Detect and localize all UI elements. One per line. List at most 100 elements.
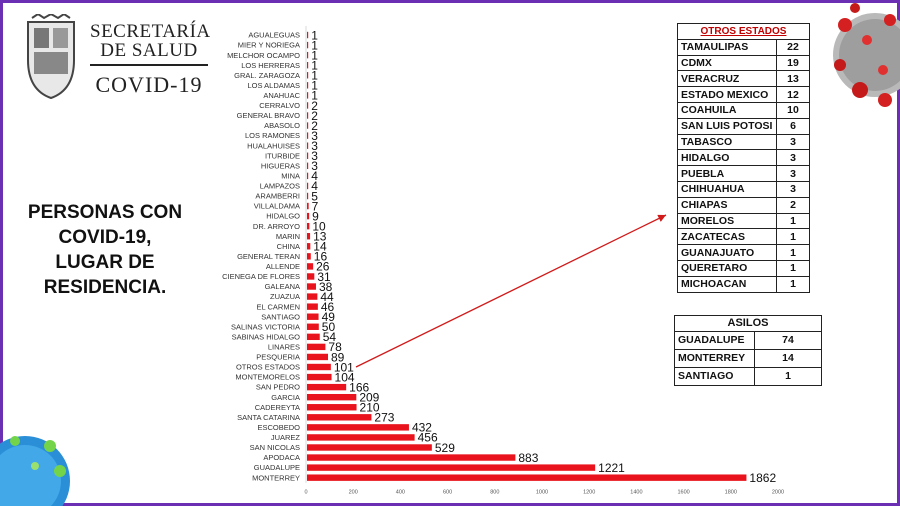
category-label: SABINAS HIDALGO: [232, 332, 301, 341]
header-divider: [90, 64, 208, 66]
x-tick-label: 1000: [536, 490, 548, 496]
bar: [307, 293, 318, 300]
otros-estados-row: TAMAULIPAS 22: [677, 38, 810, 56]
org-name: SECRETARÍA DE SALUD: [90, 21, 211, 60]
state-count: 1: [776, 228, 810, 246]
value-label: 273: [374, 411, 394, 425]
bar: [307, 243, 311, 250]
otros-estados-row: CHIAPAS 2: [677, 196, 810, 214]
state-name: GUANAJUATO: [677, 244, 777, 261]
category-label: LAMPAZOS: [260, 182, 300, 191]
bar: [307, 323, 319, 330]
asilo-count: 14: [754, 348, 822, 368]
category-label: VILLALDAMA: [254, 202, 300, 211]
asilos-row: GUADALUPE 74: [674, 330, 822, 350]
category-label: SAN PEDRO: [256, 383, 300, 392]
otros-estados-row: VERACRUZ 13: [677, 70, 810, 88]
value-label: 3: [311, 149, 318, 163]
virus-illustration-bottom-left: [0, 436, 70, 506]
value-label: 432: [412, 421, 432, 435]
category-label: LOS ALDAMAS: [247, 81, 300, 90]
state-count: 19: [776, 54, 810, 72]
state-name: TABASCO: [677, 133, 777, 151]
bar: [307, 363, 331, 371]
asilo-place: MONTERREY: [674, 348, 755, 368]
bar: [307, 424, 409, 431]
value-label: 1221: [598, 461, 625, 475]
asilos-row: SANTIAGO 1: [674, 366, 822, 386]
bar: [307, 132, 309, 139]
value-label: 44: [320, 290, 334, 304]
category-label: ALLENDE: [266, 262, 300, 271]
value-label: 89: [331, 350, 345, 364]
state-name: CHIAPAS: [677, 196, 777, 214]
otros-estados-row: MICHOACAN 1: [677, 275, 810, 293]
category-label: ZUAZUA: [270, 292, 300, 301]
otros-estados-table: OTROS ESTADOS TAMAULIPAS 22 CDMX 19 VERACRUZ…: [677, 23, 810, 293]
asilos-title: ASILOS: [674, 315, 822, 332]
state-name: VERACRUZ: [677, 70, 777, 88]
category-label: GARCIA: [271, 393, 300, 402]
bar: [307, 62, 309, 69]
x-tick-label: 200: [349, 490, 358, 496]
state-count: 10: [776, 101, 810, 119]
bar: [307, 474, 747, 481]
secretaria-de-salud-logo: SECRETARÍA DE SALUD COVID-19: [22, 14, 232, 104]
value-label: 2: [311, 119, 318, 133]
value-label: 1: [311, 48, 318, 62]
slide-headline: PERSONAS CON COVID-19, LUGAR DE RESIDENC…: [20, 200, 190, 300]
bar: [307, 82, 309, 89]
state-count: 2: [776, 196, 810, 214]
value-label: 16: [314, 250, 328, 264]
value-label: 2: [311, 99, 318, 113]
org-name-line1: SECRETARÍA: [90, 21, 211, 42]
category-label: HIGUERAS: [261, 161, 300, 170]
asilos-row: MONTERREY 14: [674, 348, 822, 368]
category-label: CADEREYTA: [255, 403, 300, 412]
otros-estados-row: ZACATECAS 1: [677, 228, 810, 246]
state-count: 3: [776, 165, 810, 182]
bar: [307, 313, 319, 320]
x-tick-label: 2000: [772, 490, 784, 496]
state-name: SAN LUIS POTOSI: [677, 117, 777, 135]
state-count: 1: [776, 212, 810, 230]
category-label: ITURBIDE: [265, 151, 300, 160]
category-label: GALEANA: [265, 282, 300, 291]
state-count: 3: [776, 180, 810, 198]
value-label: 1: [311, 38, 318, 52]
category-label: SANTIAGO: [261, 312, 300, 321]
state-name: PUEBLA: [677, 165, 777, 182]
bar: [307, 72, 309, 79]
otros-estados-row: CDMX 19: [677, 54, 810, 72]
bar: [307, 212, 310, 220]
bar: [307, 414, 372, 421]
category-label: SANTA CATARINA: [237, 413, 300, 422]
x-tick-label: 0: [304, 490, 307, 496]
bar: [307, 112, 309, 119]
bar: [307, 454, 516, 461]
otros-estados-row: COAHUILA 10: [677, 101, 810, 119]
category-label: MONTERREY: [252, 473, 300, 482]
otros-estados-row: PUEBLA 3: [677, 165, 810, 182]
state-name: MICHOACAN: [677, 275, 777, 293]
x-tick-label: 400: [396, 490, 405, 496]
bar: [307, 31, 309, 39]
bar: [307, 404, 357, 411]
value-label: 78: [328, 340, 342, 354]
category-label: GENERAL TERAN: [237, 252, 300, 261]
value-label: 209: [359, 390, 379, 404]
category-label: MINA: [281, 171, 300, 180]
value-label: 14: [313, 240, 327, 254]
asilos-table: ASILOS GUADALUPE 74 MONTERREY 14 SANTIAGO 1: [674, 315, 822, 386]
value-label: 49: [322, 310, 336, 324]
state-count: 1: [776, 244, 810, 261]
category-label: GENERAL BRAVO: [237, 111, 301, 120]
bar: [307, 172, 309, 180]
value-label: 1: [311, 69, 318, 83]
bar: [307, 222, 310, 230]
category-label: ARAMBERRI: [255, 192, 300, 201]
bar: [307, 162, 309, 170]
bar: [307, 233, 311, 240]
bar: [307, 373, 332, 381]
otros-estados-row: HIDALGO 3: [677, 149, 810, 167]
